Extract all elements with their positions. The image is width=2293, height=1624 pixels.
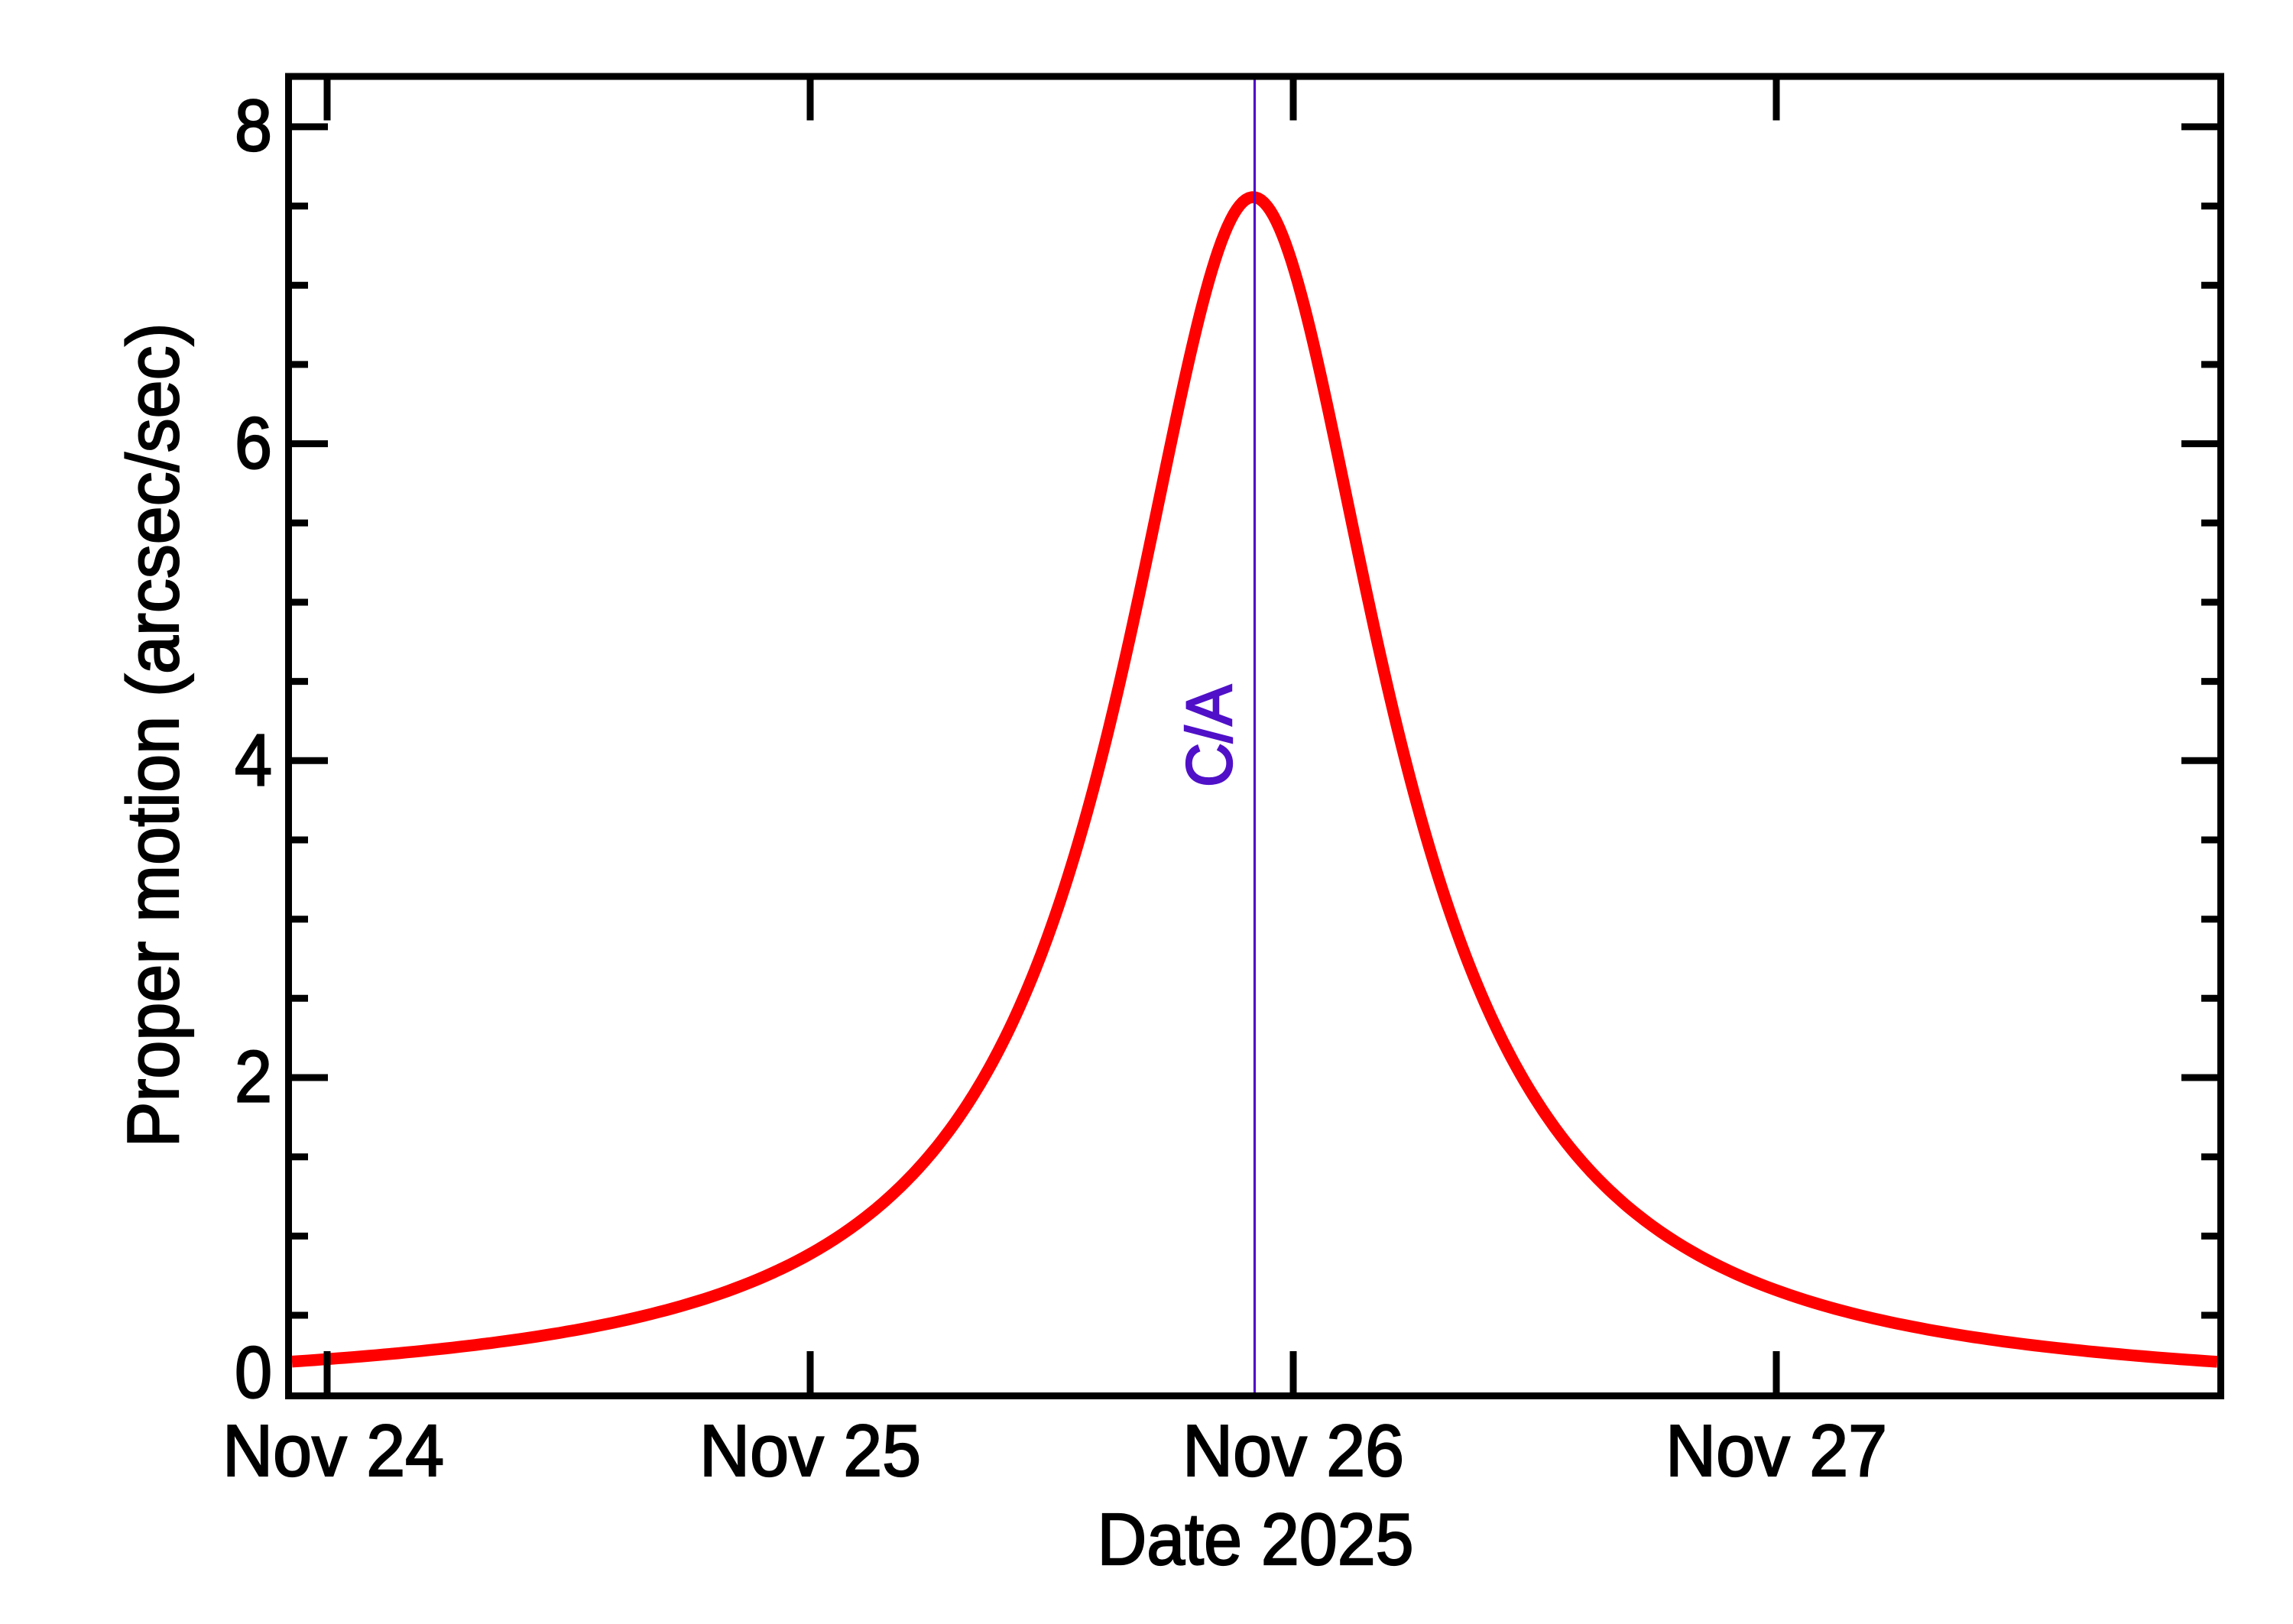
svg-text:Date 2025: Date 2025 bbox=[1098, 1499, 1414, 1580]
svg-text:4: 4 bbox=[235, 720, 272, 802]
svg-text:Nov 26: Nov 26 bbox=[1182, 1410, 1404, 1492]
svg-text:C/A: C/A bbox=[1173, 685, 1245, 787]
svg-text:8: 8 bbox=[235, 85, 272, 167]
svg-text:Nov 27: Nov 27 bbox=[1665, 1410, 1887, 1492]
svg-text:Proper motion (arcsec/sec): Proper motion (arcsec/sec) bbox=[112, 323, 194, 1148]
svg-text:Nov 24: Nov 24 bbox=[222, 1410, 444, 1492]
svg-text:6: 6 bbox=[235, 403, 272, 485]
svg-text:2: 2 bbox=[235, 1036, 272, 1118]
svg-text:0: 0 bbox=[235, 1332, 272, 1414]
svg-text:Nov 25: Nov 25 bbox=[699, 1410, 921, 1492]
